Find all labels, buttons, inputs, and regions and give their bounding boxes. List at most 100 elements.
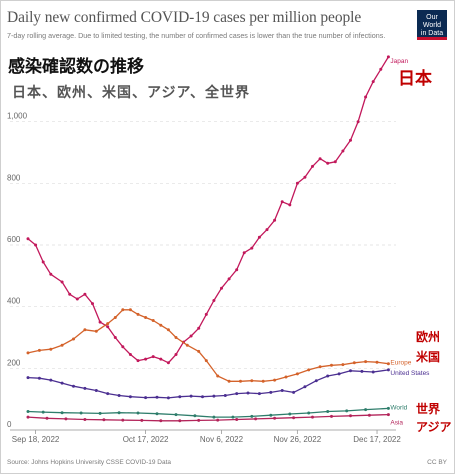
data-point-us (106, 392, 110, 396)
data-point-europe (364, 360, 368, 364)
data-point-europe (121, 308, 125, 312)
data-point-japan (318, 157, 322, 161)
data-point-us (26, 376, 30, 380)
series-label-us: United States (390, 370, 430, 377)
series-line-asia (27, 413, 389, 422)
data-point-japan (311, 164, 314, 168)
data-point-us (269, 390, 273, 394)
data-point-us (337, 372, 341, 376)
data-point-asia (121, 418, 125, 422)
data-point-us (94, 389, 98, 392)
data-point-us (326, 374, 330, 378)
data-point-japan (379, 67, 383, 71)
data-point-asia (197, 418, 201, 422)
data-point-world (326, 410, 330, 413)
data-point-us (280, 389, 284, 392)
data-point-japan (166, 361, 170, 365)
data-point-world (193, 414, 197, 418)
data-point-japan (106, 325, 110, 329)
data-point-japan (26, 237, 30, 241)
series-label-asia: Asia (390, 420, 403, 427)
data-point-japan (280, 200, 284, 204)
series-line-japan (27, 56, 389, 364)
data-point-europe (386, 362, 390, 366)
series-line-us (27, 369, 389, 399)
data-point-europe (250, 379, 254, 383)
x-tick-label: Dec 17, 2022 (353, 435, 401, 444)
data-point-europe (174, 336, 178, 339)
data-point-world (98, 411, 102, 415)
data-point-japan (273, 218, 277, 222)
data-point-asia (273, 416, 277, 420)
overlay-label-asia: アジア (416, 420, 452, 434)
data-point-us (371, 370, 375, 374)
data-point-japan (189, 334, 193, 338)
data-point-europe (185, 343, 189, 347)
series-label-japan: Japan (390, 58, 408, 65)
data-point-us (223, 394, 227, 397)
data-point-europe (284, 375, 288, 379)
logo-line-2: in Data (420, 30, 444, 37)
data-point-europe (26, 351, 30, 355)
data-point-europe (151, 319, 155, 322)
data-point-europe (49, 347, 53, 351)
data-point-japan (220, 286, 223, 290)
data-point-europe (128, 308, 132, 312)
y-tick-label: 600 (7, 235, 21, 244)
chart-title: Daily new confirmed COVID-19 cases per m… (7, 9, 362, 26)
data-point-japan (295, 181, 299, 185)
data-point-asia (216, 418, 220, 422)
data-point-japan (83, 292, 87, 296)
data-point-world (386, 406, 390, 410)
x-tick-label: Nov 26, 2022 (274, 435, 322, 444)
data-point-asia (292, 416, 296, 420)
overlay-label-us: 米国 (416, 350, 441, 364)
data-point-japan (121, 345, 125, 349)
data-point-us (386, 368, 390, 372)
data-point-world (269, 413, 273, 417)
data-point-europe (144, 316, 148, 319)
data-point-japan (235, 268, 239, 272)
data-point-japan (341, 149, 345, 153)
data-point-asia (254, 417, 258, 421)
data-point-world (26, 410, 30, 413)
data-point-us (60, 381, 64, 385)
data-point-us (166, 396, 170, 400)
data-point-japan (98, 320, 102, 324)
data-point-world (136, 411, 140, 415)
data-point-us (189, 394, 193, 398)
license-note[interactable]: CC BY (427, 459, 447, 466)
data-point-europe (60, 343, 64, 347)
overlay-label-europe: 欧州 (416, 330, 441, 344)
data-point-japan (34, 243, 38, 247)
data-point-japan (265, 228, 269, 232)
data-point-japan (197, 326, 201, 330)
data-point-japan (174, 353, 178, 356)
data-point-europe (166, 328, 170, 332)
data-point-europe (261, 379, 265, 383)
data-point-europe (330, 363, 333, 367)
overlay-subtitle: 日本、欧州、米国、アジア、全世界 (12, 84, 251, 100)
y-tick-label: 1,000 (7, 112, 28, 121)
data-point-europe (83, 328, 87, 332)
data-point-us (49, 378, 53, 382)
data-point-europe (239, 379, 242, 383)
data-point-asia (311, 415, 314, 419)
data-point-europe (136, 312, 140, 316)
data-point-japan (356, 120, 360, 124)
data-point-us (292, 390, 296, 394)
data-point-japan (151, 355, 155, 359)
overlay-label-world: 世界 (416, 402, 441, 416)
x-tick-label: Nov 6, 2022 (200, 435, 244, 444)
y-tick-label: 400 (7, 297, 21, 306)
data-point-us (257, 392, 261, 396)
data-point-asia (83, 418, 87, 421)
x-tick-label: Oct 17, 2022 (123, 435, 169, 444)
owid-logo[interactable]: Our World in Data (417, 10, 447, 40)
data-point-japan (333, 160, 337, 164)
source-note[interactable]: Source: Johns Hopkins University CSSE CO… (7, 459, 172, 466)
data-point-japan (49, 272, 53, 276)
data-point-world (364, 408, 368, 412)
data-point-us (83, 386, 87, 390)
data-point-japan (326, 161, 330, 165)
